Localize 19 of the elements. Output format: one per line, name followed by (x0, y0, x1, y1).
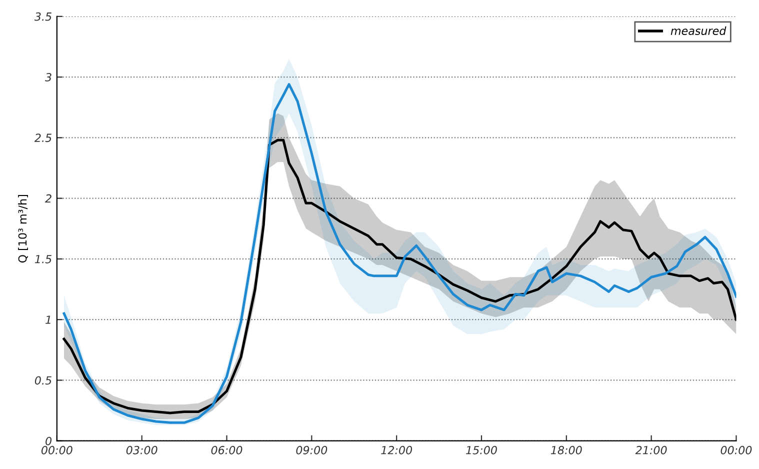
x-tick-label: 03:00 (126, 446, 158, 454)
y-tick-label: 0.5 (34, 376, 52, 385)
y-tick-label: 0 (46, 436, 52, 446)
y-tick-label: 2 (45, 194, 52, 203)
x-tick-label: 15:00 (466, 446, 497, 454)
x-tick-label: 00:00 (720, 446, 752, 454)
x-tick-label: 18:00 (550, 446, 582, 454)
y-tick-label: 1.5 (34, 255, 52, 264)
y-tick-label: 3 (45, 73, 52, 82)
y-tick-label: 3.5 (34, 12, 52, 21)
x-tick-label: 21:00 (635, 446, 667, 454)
y-axis-title: Q [10³ m³/h] (18, 195, 28, 263)
x-tick-label: 12:00 (381, 446, 412, 454)
y-tick-label: 2.5 (34, 134, 52, 142)
x-tick-label: 09:00 (296, 446, 328, 454)
x-tick-label: 00:00 (41, 446, 72, 454)
y-tick-label: 1 (46, 316, 50, 324)
legend-label: measured (670, 26, 726, 36)
x-tick-label: 06:00 (211, 446, 242, 454)
